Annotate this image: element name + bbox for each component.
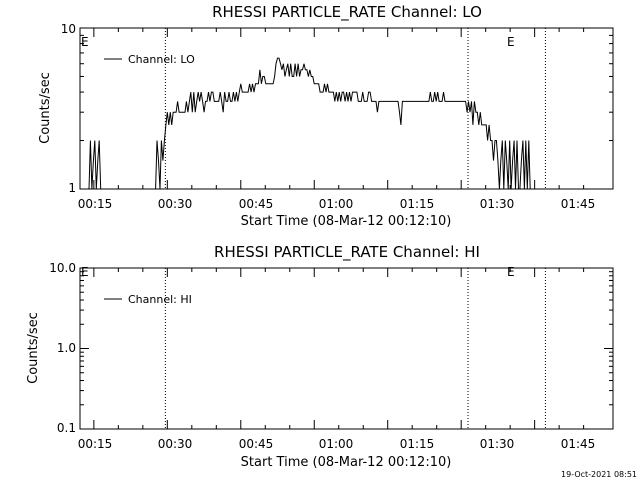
x-tick-label: 01:30 bbox=[480, 437, 515, 451]
y-tick-label: 10.0 bbox=[49, 261, 76, 275]
plot-timestamp: 19-Oct-2021 08:51 bbox=[561, 470, 637, 479]
event-mark: E bbox=[81, 265, 89, 279]
y-axis-label: Counts/sec bbox=[38, 72, 53, 144]
x-tick-label: 01:00 bbox=[319, 437, 354, 451]
lo-channel-panel: RHESSI PARTICLE_RATE Channel: LO Counts/… bbox=[38, 3, 614, 229]
x-tick-label: 00:15 bbox=[78, 197, 113, 211]
legend-label: Channel: LO bbox=[128, 53, 195, 66]
x-axis-label: Start Time (08-Mar-12 00:12:10) bbox=[241, 455, 452, 470]
x-tick-label: 00:45 bbox=[239, 437, 274, 451]
event-mark: E bbox=[507, 35, 515, 49]
y-tick-label: 1.0 bbox=[57, 341, 76, 355]
event-lines bbox=[164, 268, 546, 429]
x-tick-label: 01:00 bbox=[319, 197, 354, 211]
y-tick-label: 1 bbox=[68, 181, 76, 195]
tick-marks bbox=[80, 267, 613, 430]
x-tick-label: 01:30 bbox=[480, 197, 515, 211]
x-tick-label: 00:30 bbox=[158, 437, 193, 451]
x-tick-label: 01:45 bbox=[561, 437, 596, 451]
x-tick-label: 01:15 bbox=[400, 197, 435, 211]
x-tick-label: 00:45 bbox=[239, 197, 274, 211]
legend-label: Channel: HI bbox=[128, 293, 192, 306]
x-tick-label: 01:15 bbox=[400, 437, 435, 451]
chart-title: RHESSI PARTICLE_RATE Channel: LO bbox=[212, 3, 482, 22]
x-tick-label: 00:30 bbox=[158, 197, 193, 211]
series-group bbox=[88, 57, 531, 190]
y-tick-label: 10 bbox=[61, 22, 76, 36]
tick-marks bbox=[80, 27, 613, 190]
plot-frame bbox=[79, 27, 614, 190]
x-tick-label: 00:15 bbox=[78, 437, 113, 451]
event-mark: E bbox=[81, 35, 89, 49]
x-tick-label: 01:45 bbox=[561, 197, 596, 211]
y-axis-label: Counts/sec bbox=[26, 312, 41, 384]
chart-title: RHESSI PARTICLE_RATE Channel: HI bbox=[214, 243, 480, 262]
hi-channel-panel: RHESSI PARTICLE_RATE Channel: HI Counts/… bbox=[26, 243, 614, 470]
x-axis-label: Start Time (08-Mar-12 00:12:10) bbox=[241, 214, 452, 229]
y-tick-label: 0.1 bbox=[57, 421, 76, 435]
series-line bbox=[88, 57, 531, 190]
event-mark: E bbox=[507, 265, 515, 279]
